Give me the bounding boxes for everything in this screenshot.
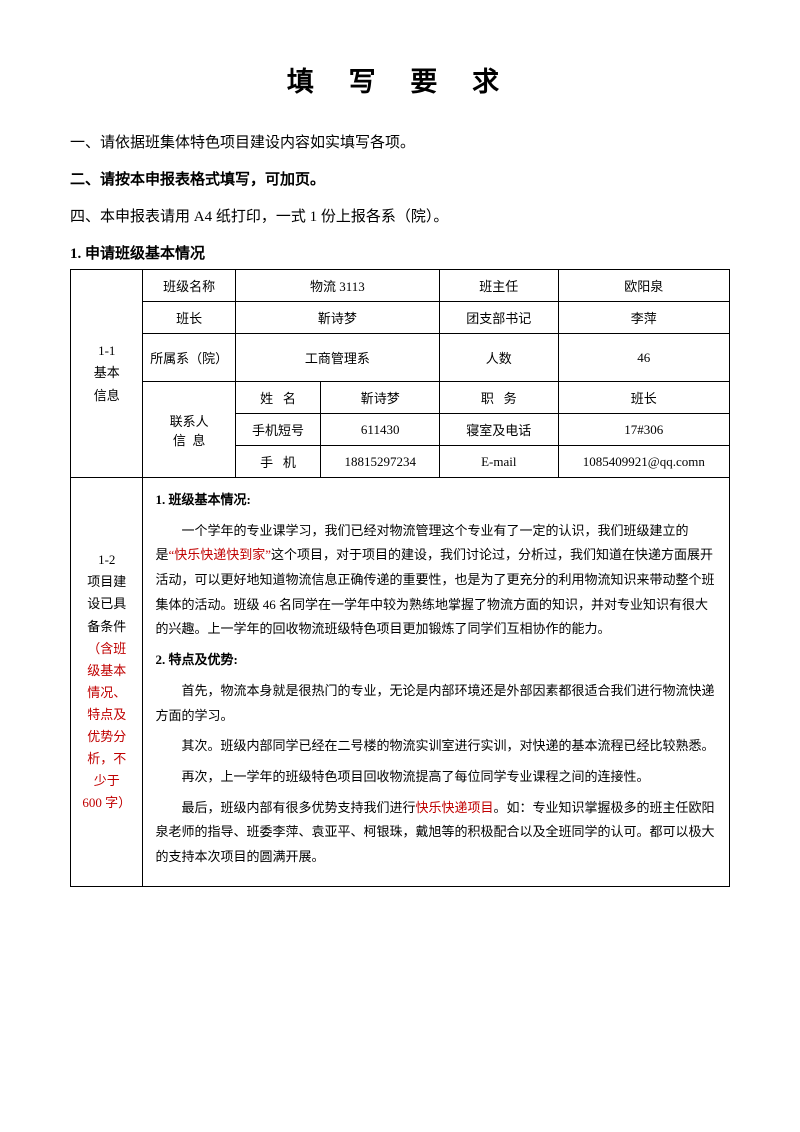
row12-l2: 项目建 [87, 574, 126, 589]
label-dept: 所属系（院） [143, 334, 235, 382]
value-class-name: 物流 3113 [235, 270, 439, 302]
value-league: 李萍 [558, 302, 729, 334]
table-row: 联系人信 息 姓 名 靳诗梦 职 务 班长 [71, 382, 730, 414]
label-class-name: 班级名称 [143, 270, 235, 302]
table-row: 班长 靳诗梦 团支部书记 李萍 [71, 302, 730, 334]
value-name: 靳诗梦 [321, 382, 440, 414]
application-table: 1-1基本信息 班级名称 物流 3113 班主任 欧阳泉 班长 靳诗梦 团支部书… [70, 269, 730, 887]
p5a: 最后，班级内部有很多优势支持我们进行 [181, 800, 415, 815]
row12-l11: 少于 [94, 773, 120, 788]
content-p5: 最后，班级内部有很多优势支持我们进行快乐快递项目。如：专业知识掌握极多的班主任欧… [155, 796, 717, 870]
p5red: 快乐快递项目 [416, 800, 494, 815]
content-h1: 1. 班级基本情况: [155, 488, 717, 513]
table-row: 1-1基本信息 班级名称 物流 3113 班主任 欧阳泉 [71, 270, 730, 302]
label-shortnum: 手机短号 [235, 414, 321, 446]
row12-l4: 备条件 [87, 619, 126, 634]
label-dorm: 寝室及电话 [440, 414, 559, 446]
value-phone: 18815297234 [321, 446, 440, 478]
label-monitor: 班长 [143, 302, 235, 334]
row12-l8: 特点及 [87, 707, 126, 722]
instruction-2: 二、请按本申报表格式填写，可加页。 [70, 164, 730, 197]
content-p3: 其次。班级内部同学已经在二号楼的物流实训室进行实训，对快递的基本流程已经比较熟悉… [155, 734, 717, 759]
label-contact: 联系人信 息 [143, 382, 235, 478]
row12-l6: 级基本 [87, 663, 126, 678]
value-homeroom: 欧阳泉 [558, 270, 729, 302]
label-count: 人数 [440, 334, 559, 382]
value-dorm: 17#306 [558, 414, 729, 446]
label-league: 团支部书记 [440, 302, 559, 334]
row12-l5: （含班 [87, 641, 126, 656]
row12-l1: 1-2 [98, 552, 115, 567]
table-row: 1-2 项目建 设已具 备条件 （含班 级基本 情况、 特点及 优势分 析，不 … [71, 478, 730, 887]
table-row: 所属系（院） 工商管理系 人数 46 [71, 334, 730, 382]
p1red: “快乐快递快到家” [169, 547, 272, 562]
label-role: 职 务 [440, 382, 559, 414]
instruction-3: 四、本申报表请用 A4 纸打印，一式 1 份上报各系（院）。 [70, 201, 730, 234]
content-p4: 再次，上一学年的班级特色项目回收物流提高了每位同学专业课程之间的连接性。 [155, 765, 717, 790]
row12-l7: 情况、 [87, 685, 126, 700]
row12-l9: 优势分 [87, 729, 126, 744]
label-email: E-mail [440, 446, 559, 478]
label-phone: 手 机 [235, 446, 321, 478]
page-title: 填 写 要 求 [70, 60, 730, 99]
content-p1: 一个学年的专业课学习，我们已经对物流管理这个专业有了一定的认识，我们班级建立的是… [155, 519, 717, 642]
content-p2: 首先，物流本身就是很热门的专业，无论是内部环境还是外部因素都很适合我们进行物流快… [155, 679, 717, 728]
value-monitor: 靳诗梦 [235, 302, 439, 334]
label-name: 姓 名 [235, 382, 321, 414]
row12-l12: 600 字） [82, 795, 131, 810]
value-dept: 工商管理系 [235, 334, 439, 382]
value-email: 1085409921@qq.comn [558, 446, 729, 478]
row-1-2-content: 1. 班级基本情况: 一个学年的专业课学习，我们已经对物流管理这个专业有了一定的… [143, 478, 730, 887]
instruction-1: 一、请依据班集体特色项目建设内容如实填写各项。 [70, 127, 730, 160]
row12-l3: 设已具 [87, 596, 126, 611]
row12-l10: 析，不 [87, 751, 126, 766]
content-h2: 2. 特点及优势: [155, 648, 717, 673]
value-count: 46 [558, 334, 729, 382]
value-shortnum: 611430 [321, 414, 440, 446]
row-1-2-label: 1-2 项目建 设已具 备条件 （含班 级基本 情况、 特点及 优势分 析，不 … [71, 478, 143, 887]
label-homeroom: 班主任 [440, 270, 559, 302]
section-1-heading: 1. 申请班级基本情况 [70, 242, 730, 263]
value-role: 班长 [558, 382, 729, 414]
row-1-1-label: 1-1基本信息 [71, 270, 143, 478]
